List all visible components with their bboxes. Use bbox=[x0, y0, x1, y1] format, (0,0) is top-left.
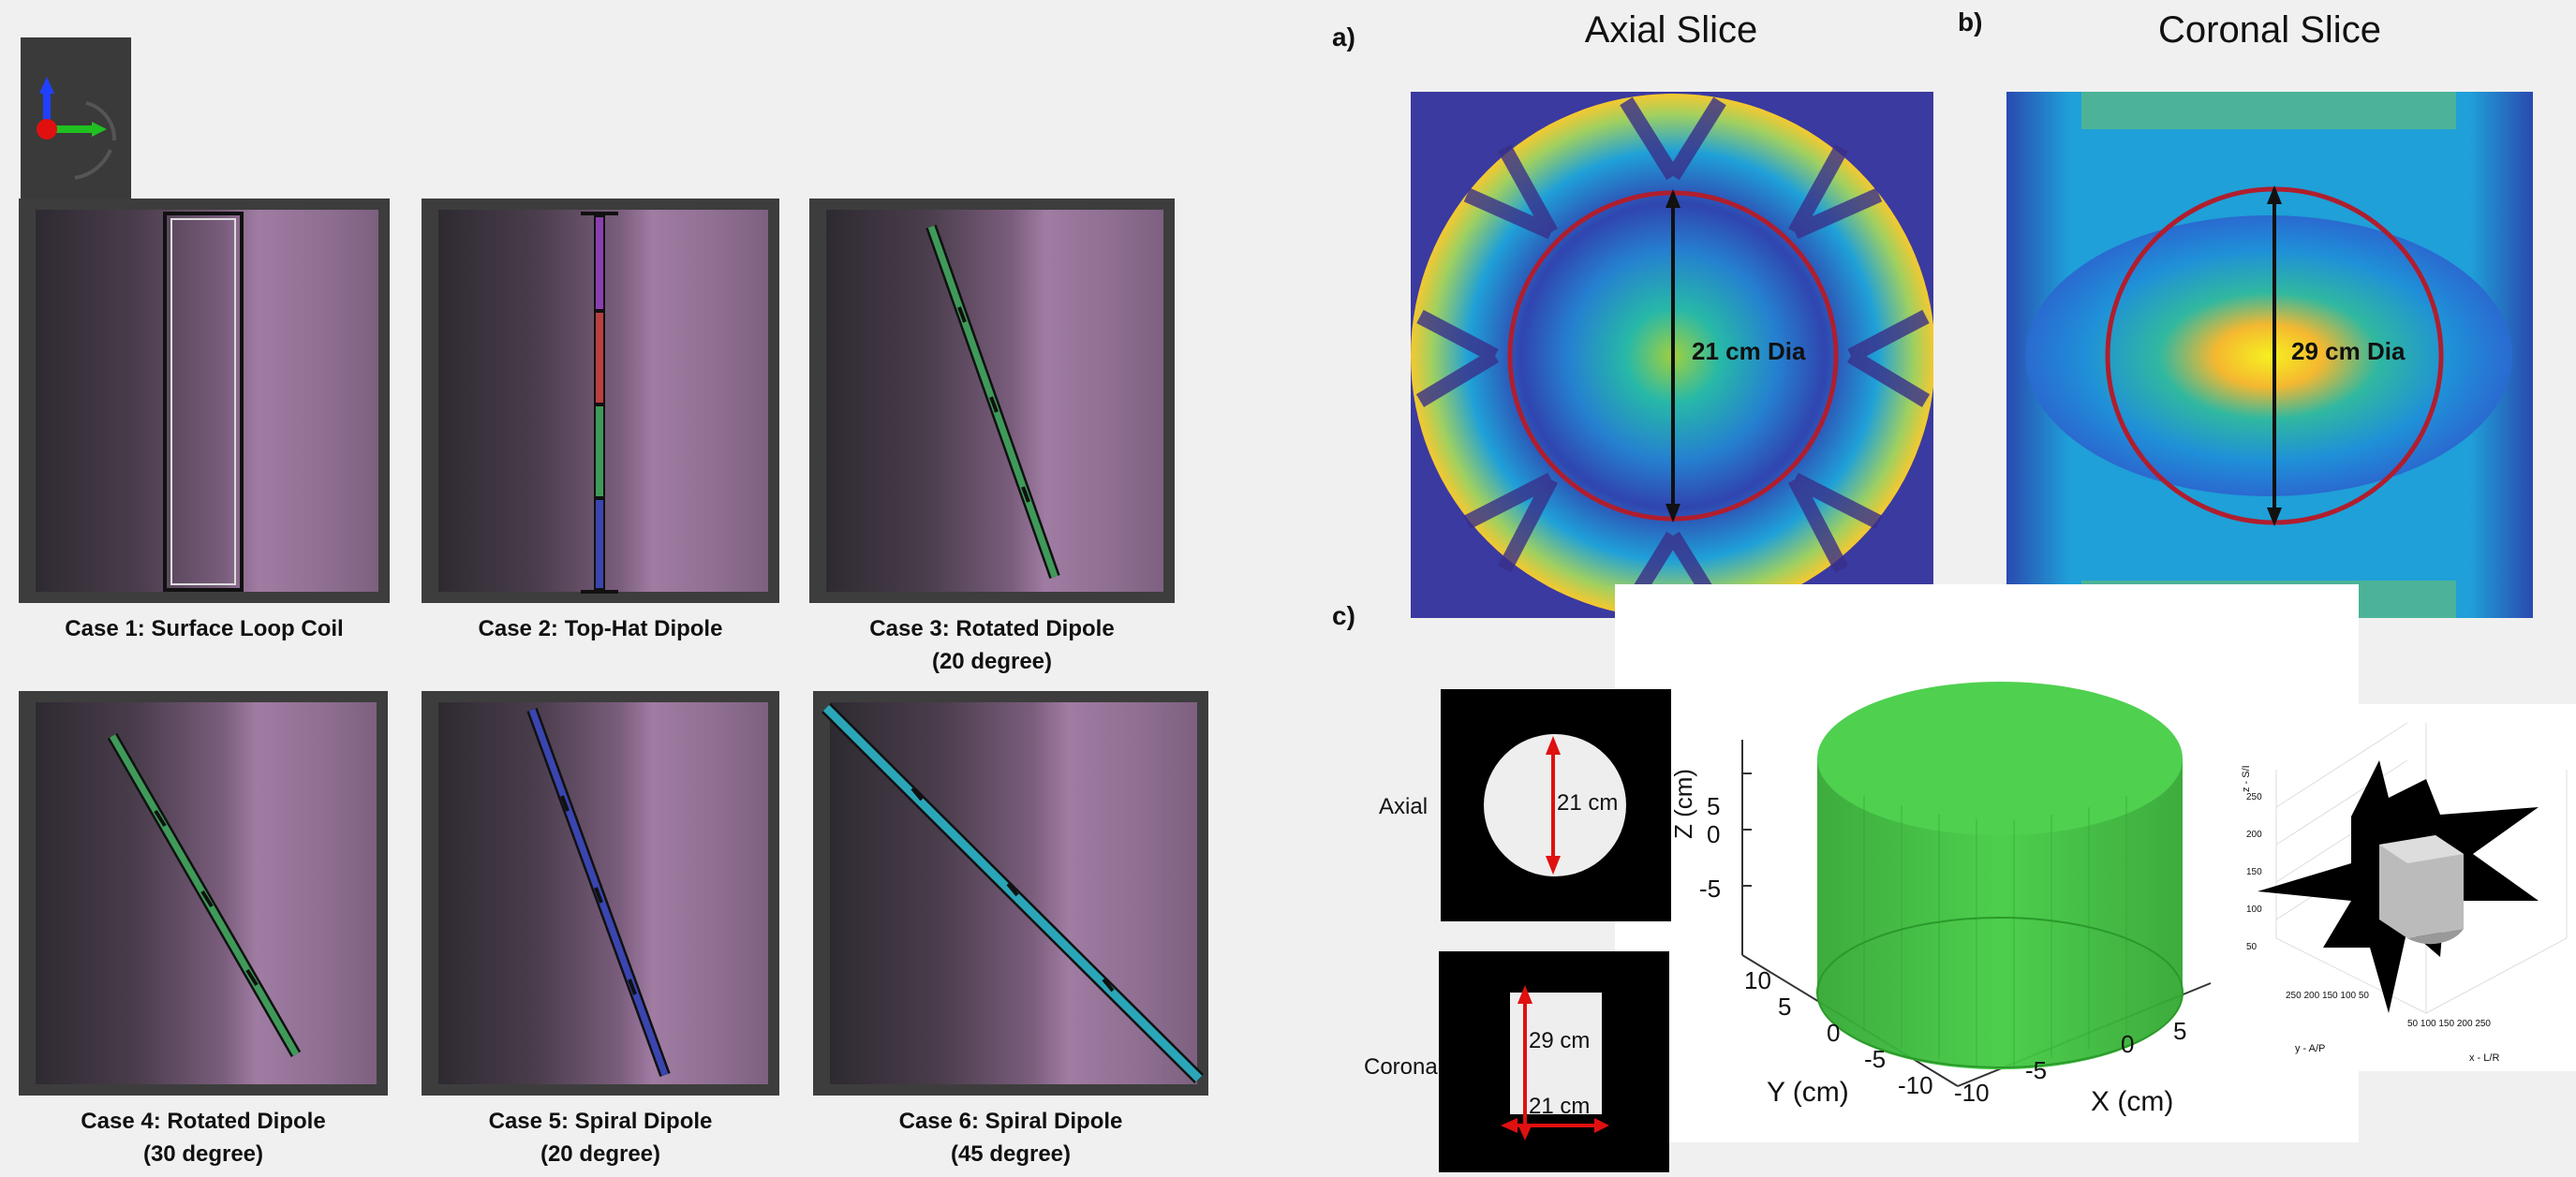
coronal-slice-title: Coronal Slice bbox=[2158, 9, 2381, 51]
y-tick-2: 5 bbox=[1778, 993, 1792, 1021]
rotated-dipole-30-shape bbox=[107, 733, 302, 1057]
axial-mask-dimension: 21 cm bbox=[1557, 790, 1619, 816]
volume-3d-view: z - S/I 250 200 150 100 50 250 200 150 1… bbox=[2239, 704, 2576, 1071]
x-tick-4: 5 bbox=[2173, 1017, 2187, 1045]
mini-y-ticks: 250 200 150 100 50 bbox=[2286, 991, 2369, 1001]
mini-x-ticks: 50 100 150 200 250 bbox=[2407, 1019, 2491, 1029]
panel-a-letter: a) bbox=[1332, 22, 1355, 51]
coronal-mask-height: 29 cm bbox=[1529, 1028, 1591, 1053]
z-tick-2: 0 bbox=[1707, 820, 1721, 848]
axial-mask-label: Axial bbox=[1379, 794, 1429, 819]
z-tick-1: 5 bbox=[1707, 792, 1721, 820]
mini-z-ticks: 250 200 150 100 50 bbox=[2246, 792, 2262, 952]
orientation-axes-widget bbox=[21, 37, 131, 199]
y-tick-4: -5 bbox=[1864, 1045, 1887, 1073]
case-4-image bbox=[19, 691, 388, 1096]
axial-slice-title: Axial Slice bbox=[1584, 9, 1758, 51]
spiral-dipole-45-shape bbox=[822, 703, 1204, 1083]
y-tick-1: 10 bbox=[1744, 966, 1771, 994]
top-hat-dipole-shape bbox=[581, 212, 618, 594]
case-5-caption: Case 5: Spiral Dipole (20 degree) bbox=[488, 1109, 713, 1167]
axial-diameter-label: 21 cm Dia bbox=[1692, 337, 1806, 365]
case-2-caption: Case 2: Top-Hat Dipole bbox=[478, 616, 723, 641]
spiral-dipole-20-shape bbox=[526, 707, 671, 1078]
axial-slice-map: 21 cm Dia bbox=[1411, 92, 1933, 618]
coronal-mask-width: 21 cm bbox=[1529, 1094, 1591, 1119]
case-6-caption: Case 6: Spiral Dipole (45 degree) bbox=[898, 1109, 1123, 1167]
coronal-diameter-label: 29 cm Dia bbox=[2291, 337, 2406, 365]
z-tick-3: -5 bbox=[1699, 875, 1722, 903]
mini-y-axis-label: y - A/P bbox=[2295, 1043, 2326, 1054]
x-tick-1: -10 bbox=[1954, 1079, 1990, 1107]
coronal-mask-label: Corona bbox=[1364, 1054, 1438, 1080]
axial-mask-image: 21 cm bbox=[1441, 689, 1671, 921]
surface-loop-coil-shape bbox=[163, 212, 244, 592]
y-axis-label: Y (cm) bbox=[1767, 1077, 1849, 1108]
case-2-image bbox=[422, 199, 779, 603]
case-3-caption: Case 3: Rotated Dipole (20 degree) bbox=[869, 616, 1115, 674]
case-3-image bbox=[809, 199, 1175, 603]
x-axis-label: X (cm) bbox=[2091, 1086, 2174, 1117]
mini-x-axis-label: x - L/R bbox=[2469, 1052, 2500, 1064]
case-6-image bbox=[813, 691, 1208, 1096]
rotated-dipole-20-shape bbox=[925, 225, 1060, 579]
panel-c-letter: c) bbox=[1332, 601, 1355, 630]
coronal-slice-map: 29 cm Dia bbox=[2006, 92, 2533, 618]
z-axis-label: Z (cm) bbox=[1669, 768, 1697, 839]
y-tick-5: -10 bbox=[1898, 1071, 1933, 1099]
orientation-triad-icon bbox=[37, 77, 117, 180]
panel-b-letter: b) bbox=[1958, 7, 1983, 37]
case-5-image bbox=[422, 691, 779, 1096]
coronal-mask-image: 29 cm 21 cm bbox=[1439, 951, 1669, 1172]
x-tick-2: -5 bbox=[2025, 1056, 2048, 1084]
case-4-caption: Case 4: Rotated Dipole (30 degree) bbox=[81, 1109, 326, 1167]
y-tick-3: 0 bbox=[1827, 1019, 1841, 1047]
case-1-caption: Case 1: Surface Loop Coil bbox=[65, 616, 344, 641]
x-tick-3: 0 bbox=[2121, 1030, 2135, 1058]
case-1-image bbox=[19, 199, 390, 603]
cylinder-3d-plot bbox=[1677, 655, 2239, 1124]
